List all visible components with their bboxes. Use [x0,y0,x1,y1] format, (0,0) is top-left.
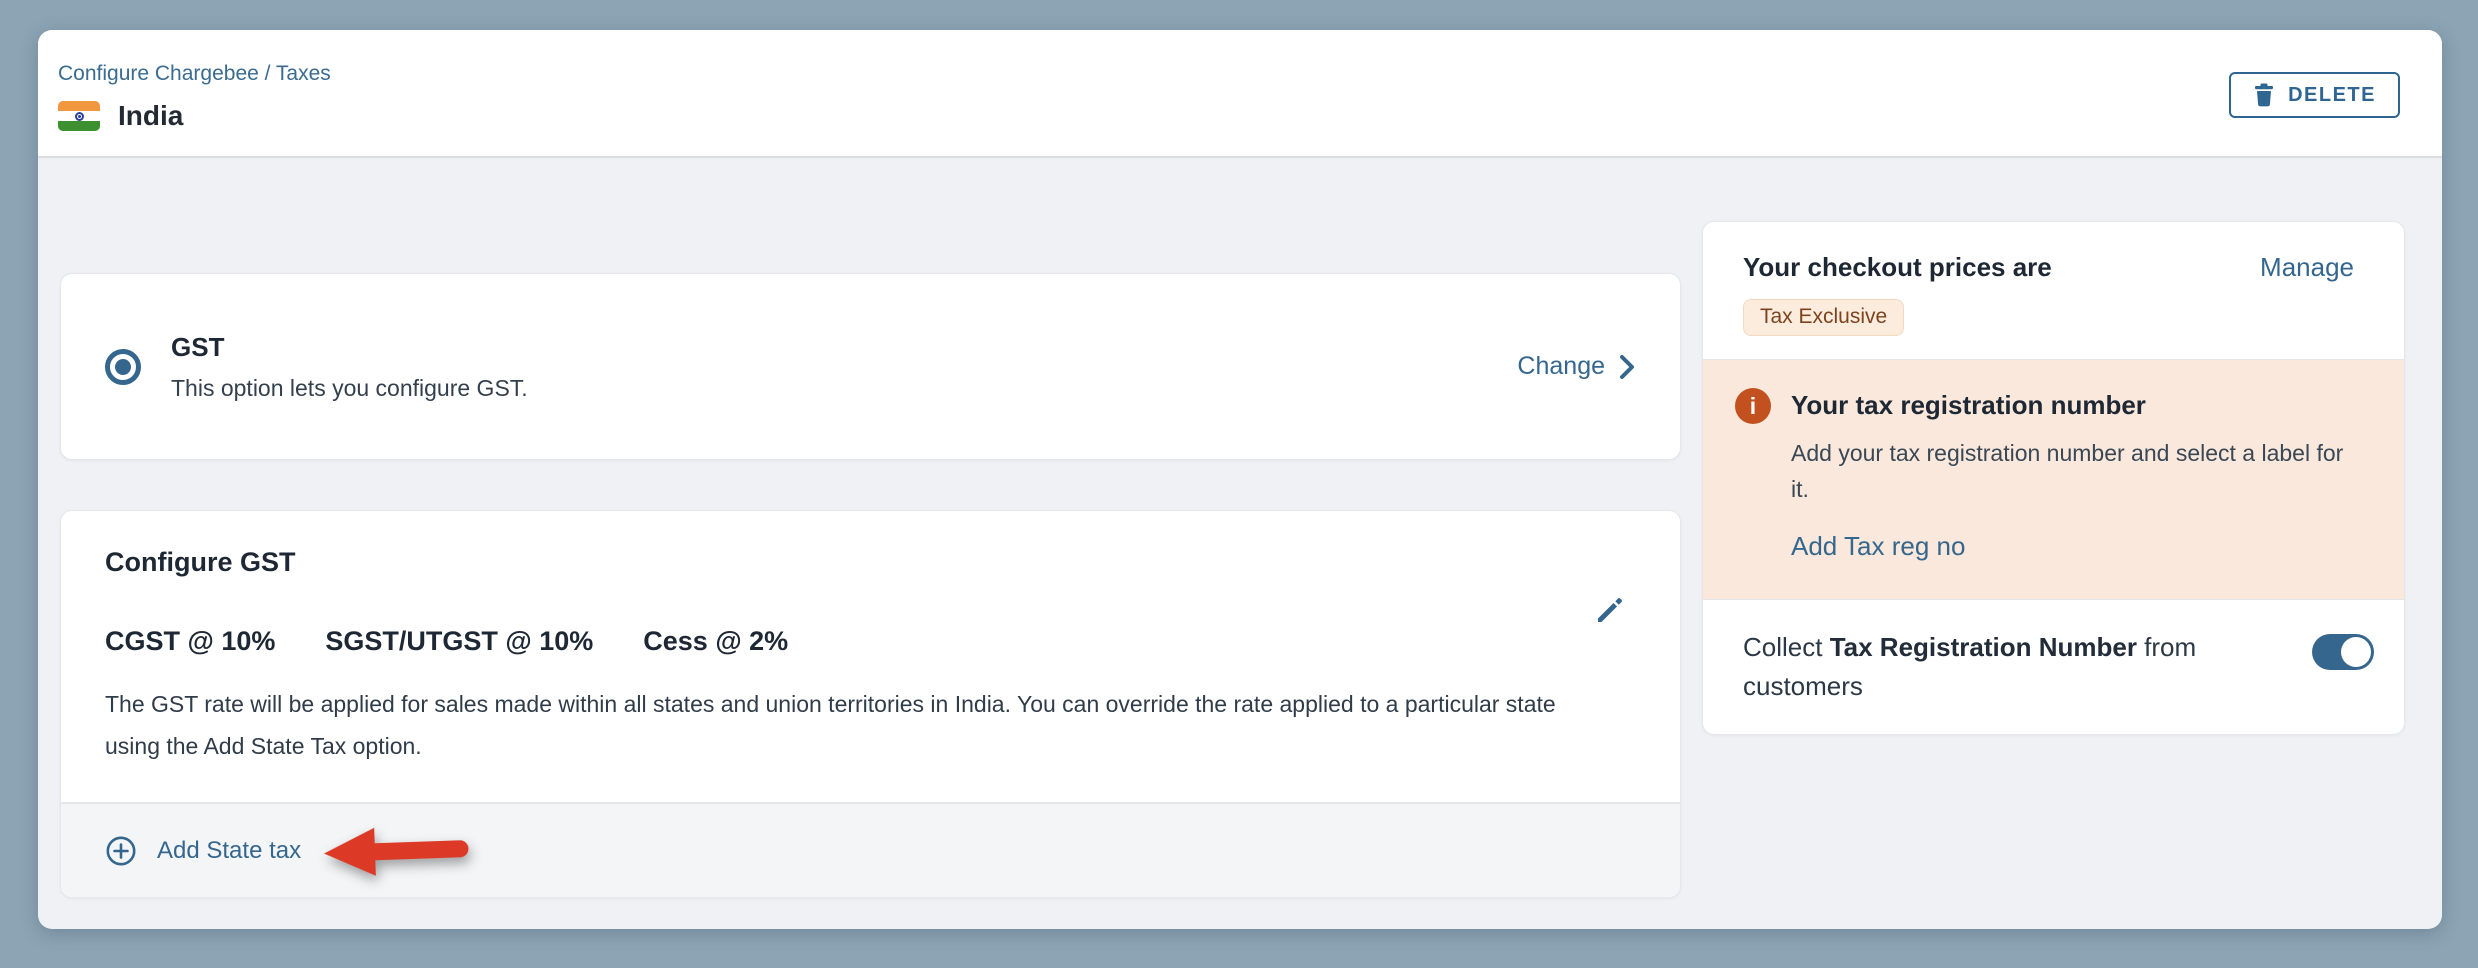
tax-registration-description: Add your tax registration number and sel… [1791,440,2344,502]
india-flag-icon [58,101,100,131]
add-state-tax-label: Add State tax [157,836,302,864]
add-state-tax-link[interactable]: Add State tax [105,835,301,867]
gst-option-text: GST This option lets you configure GST. [171,332,1517,402]
collect-trn-prefix: Collect [1743,632,1830,662]
app-window: Configure Chargebee / Taxes India DELETE [38,30,2442,929]
gst-rates-row: CGST @ 10% SGST/UTGST @ 10% Cess @ 2% [105,626,1636,657]
tax-settings-sidebar: Your checkout prices are Manage Tax Excl… [1702,221,2405,735]
configure-gst-body: Configure GST CGST @ 10% SGST/UTGST @ 10… [61,511,1680,767]
collect-trn-section: Collect Tax Registration Number from cus… [1703,600,2404,706]
checkout-prices-section: Your checkout prices are Manage Tax Excl… [1703,222,2404,359]
collect-trn-label: Collect Tax Registration Number from cus… [1743,628,2283,706]
checkout-prices-title: Your checkout prices are [1743,252,2052,282]
change-link-label: Change [1517,352,1605,380]
cess-rate: Cess @ 2% [643,626,789,656]
collect-trn-suffix: from customers [1743,632,2197,701]
tax-registration-title: Your tax registration number [1791,390,2146,420]
change-link[interactable]: Change [1517,352,1636,381]
plus-circle-icon [105,835,137,867]
add-tax-reg-link[interactable]: Add Tax reg no [1791,531,1966,561]
gst-radio-selected[interactable] [105,348,141,385]
pencil-icon [1594,594,1628,626]
info-icon: i [1735,388,1771,424]
breadcrumb[interactable]: Configure Chargebee / Taxes [58,62,331,85]
collect-trn-strong: Tax Registration Number [1829,632,2137,662]
page-title: India [118,100,184,131]
red-arrow-left-icon [320,821,474,880]
page-header: Configure Chargebee / Taxes India DELETE [38,30,2442,158]
configure-gst-title: Configure GST [105,547,296,577]
configure-gst-footer: Add State tax [61,802,1680,897]
sgst-utgst-rate: SGST/UTGST @ 10% [325,626,594,656]
delete-button-label: DELETE [2288,83,2376,106]
configure-gst-card: Configure GST CGST @ 10% SGST/UTGST @ 10… [60,510,1681,898]
chevron-right-icon [1619,353,1636,381]
collect-trn-toggle[interactable] [2312,634,2374,670]
delete-button[interactable]: DELETE [2229,72,2400,118]
gst-option-card: GST This option lets you configure GST. … [60,273,1681,460]
cgst-rate: CGST @ 10% [105,626,276,656]
manage-link[interactable]: Manage [2260,252,2354,282]
edit-rates-button[interactable] [1594,593,1628,627]
page-title-row: India [58,100,183,132]
tax-registration-notice: i Your tax registration number Add your … [1703,359,2404,600]
gst-option-title: GST [171,331,225,362]
gst-rate-description: The GST rate will be applied for sales m… [105,691,1556,759]
gst-option-description: This option lets you configure GST. [171,374,528,401]
tax-exclusive-badge: Tax Exclusive [1743,299,1905,336]
trash-icon [2253,83,2275,107]
